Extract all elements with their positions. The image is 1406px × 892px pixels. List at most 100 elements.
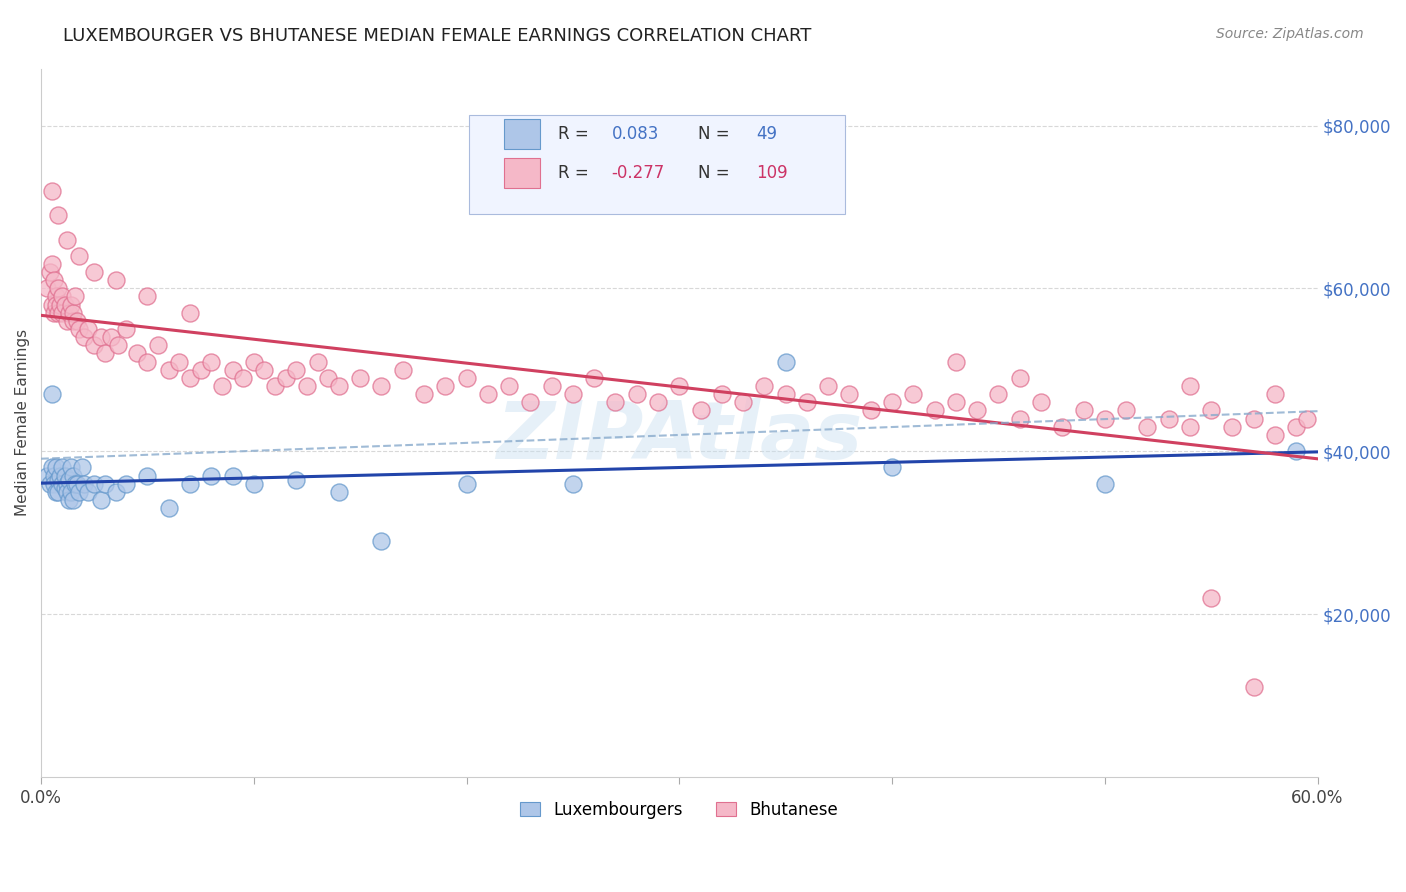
Point <box>62 468 84 483</box>
Point <box>55 476 77 491</box>
Point <box>519 395 541 409</box>
Point <box>62 314 84 328</box>
Point <box>77 484 100 499</box>
Point <box>200 468 222 483</box>
Point <box>136 354 159 368</box>
Point <box>67 484 90 499</box>
Point <box>45 298 67 312</box>
Point <box>46 208 69 222</box>
Point <box>179 306 201 320</box>
FancyBboxPatch shape <box>505 158 540 188</box>
Point <box>924 403 946 417</box>
Point <box>253 363 276 377</box>
Point <box>46 281 69 295</box>
Point <box>115 322 138 336</box>
Text: N =: N = <box>699 164 735 182</box>
Point <box>55 484 77 499</box>
Point <box>179 371 201 385</box>
Point <box>1178 379 1201 393</box>
Point <box>1222 419 1244 434</box>
Point <box>125 346 148 360</box>
Point <box>1264 387 1286 401</box>
Point <box>37 468 59 483</box>
Point <box>90 330 112 344</box>
Point <box>1052 419 1074 434</box>
Point <box>1008 411 1031 425</box>
Point <box>51 460 73 475</box>
Point <box>190 363 212 377</box>
Point <box>647 395 669 409</box>
Point <box>775 387 797 401</box>
Point <box>987 387 1010 401</box>
Point <box>58 493 80 508</box>
Point <box>136 468 159 483</box>
Point <box>274 371 297 385</box>
Point <box>55 232 77 246</box>
Point <box>1178 419 1201 434</box>
Point <box>1157 411 1180 425</box>
Point <box>243 476 266 491</box>
Point <box>46 484 69 499</box>
Point <box>59 484 82 499</box>
Point <box>754 379 776 393</box>
Point <box>41 460 63 475</box>
Text: 109: 109 <box>756 164 787 182</box>
Point <box>1136 419 1159 434</box>
Point <box>710 387 733 401</box>
Point <box>880 460 903 475</box>
Point <box>136 289 159 303</box>
Text: 49: 49 <box>756 125 778 143</box>
Point <box>605 395 627 409</box>
Point <box>1243 681 1265 695</box>
Point <box>1094 476 1116 491</box>
Point <box>55 314 77 328</box>
Point <box>498 379 520 393</box>
Point <box>668 379 690 393</box>
Point <box>51 476 73 491</box>
Point <box>796 395 818 409</box>
FancyBboxPatch shape <box>468 114 845 214</box>
Point <box>83 338 105 352</box>
Text: R =: R = <box>558 125 595 143</box>
Point <box>1296 411 1319 425</box>
Point <box>45 289 67 303</box>
Point <box>146 338 169 352</box>
Point <box>626 387 648 401</box>
Point <box>307 354 329 368</box>
Point <box>37 281 59 295</box>
Point <box>100 330 122 344</box>
Point <box>880 395 903 409</box>
Point <box>370 379 392 393</box>
Text: LUXEMBOURGER VS BHUTANESE MEDIAN FEMALE EARNINGS CORRELATION CHART: LUXEMBOURGER VS BHUTANESE MEDIAN FEMALE … <box>63 27 811 45</box>
Point <box>38 476 60 491</box>
Point <box>370 533 392 548</box>
Point <box>200 354 222 368</box>
Point <box>70 460 93 475</box>
Point <box>115 476 138 491</box>
Point <box>42 273 65 287</box>
Point <box>838 387 860 401</box>
Point <box>434 379 457 393</box>
Point <box>391 363 413 377</box>
Point <box>157 363 180 377</box>
Point <box>104 273 127 287</box>
Point <box>221 363 243 377</box>
Point <box>107 338 129 352</box>
Point <box>83 265 105 279</box>
Point <box>53 298 76 312</box>
Point <box>38 265 60 279</box>
Point <box>1264 428 1286 442</box>
Point <box>945 354 967 368</box>
Point <box>1115 403 1137 417</box>
Point <box>243 354 266 368</box>
Point <box>295 379 318 393</box>
Point <box>775 354 797 368</box>
Point <box>328 379 350 393</box>
Point <box>211 379 233 393</box>
Point <box>1285 444 1308 458</box>
Point <box>179 476 201 491</box>
Point <box>94 476 117 491</box>
Text: Source: ZipAtlas.com: Source: ZipAtlas.com <box>1216 27 1364 41</box>
Point <box>1073 403 1095 417</box>
Point <box>62 306 84 320</box>
